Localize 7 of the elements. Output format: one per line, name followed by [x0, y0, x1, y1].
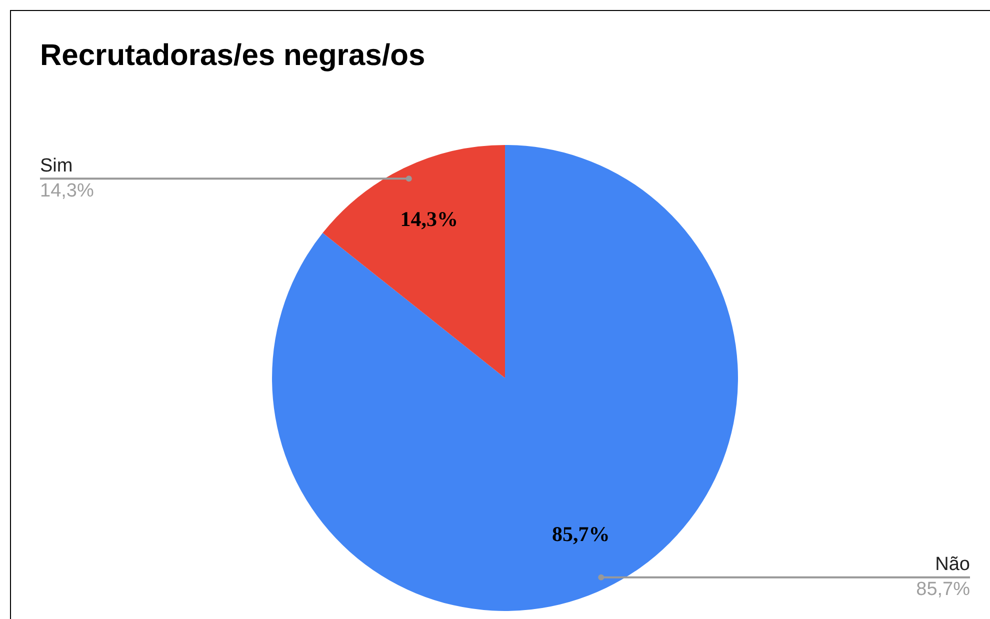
text: 85,7%	[916, 579, 970, 600]
text: 14,3%	[40, 180, 94, 202]
data-label: 14,3%	[400, 207, 458, 232]
data-label: 85,7%	[552, 522, 610, 546]
slice-label: Não	[935, 554, 970, 576]
chart-title: Recrutadoras/es negras/os	[40, 39, 426, 73]
slice-label: Sim	[40, 155, 73, 176]
